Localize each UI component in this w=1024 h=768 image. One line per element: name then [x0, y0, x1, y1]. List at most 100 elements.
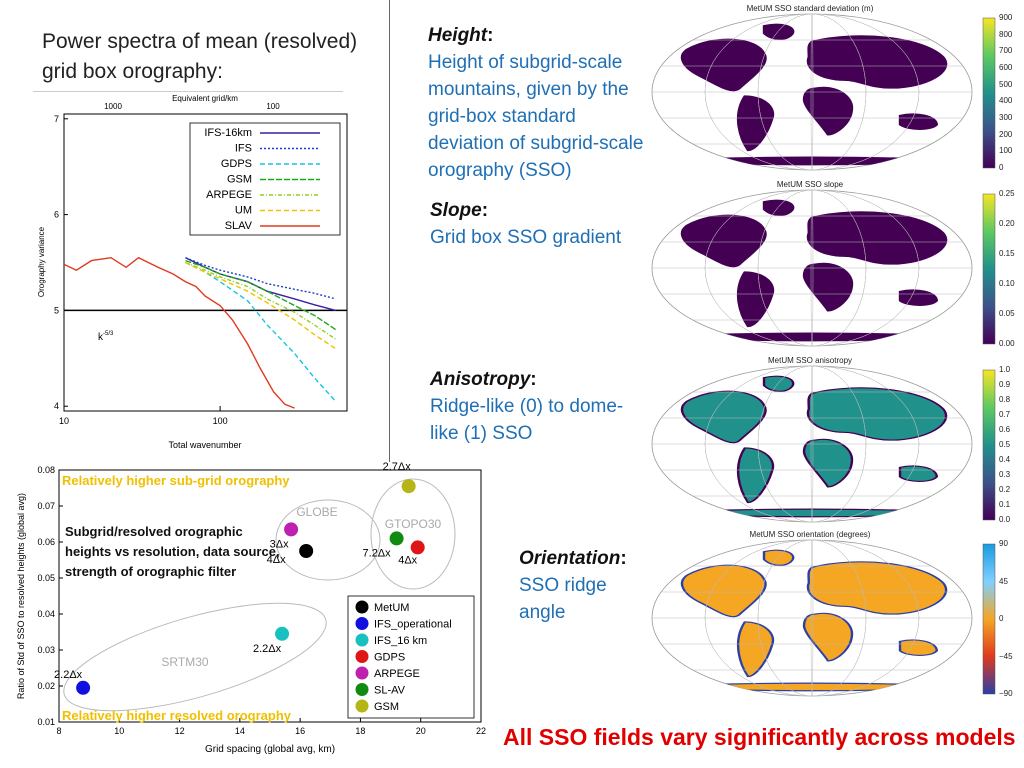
spectra-y-tick-label: 5 — [54, 305, 59, 315]
section-body: Height of subgrid-scale mountains, given… — [428, 52, 644, 181]
continent-shape — [762, 199, 795, 216]
map-colorbar-tick: 600 — [999, 63, 1013, 72]
continent-shape — [736, 447, 775, 504]
map-colorbar-tick: 0.0 — [999, 515, 1011, 524]
spectra-series-line — [185, 259, 337, 331]
spectra-series-line — [185, 261, 337, 340]
spectra-legend: IFS-16km IFS GDPS GSM ARPEGE UM SLAV — [189, 122, 341, 236]
continent-shape — [802, 612, 854, 662]
map-colorbar-tick: 0 — [999, 163, 1004, 172]
map-colorbar-tick: 0.5 — [999, 440, 1011, 449]
map-colorbar-tick: 0.25 — [999, 189, 1015, 198]
scatter-point-label: 2.2Δx — [253, 643, 282, 655]
continent-shape — [667, 156, 957, 166]
scatter-point-label: 4Δx — [267, 554, 286, 566]
scatter-y-label: Ratio of Std of SSO to resolved heights … — [16, 493, 26, 699]
scatter-point — [275, 626, 290, 641]
srtm30-group-ellipse — [63, 602, 327, 712]
scatter-point — [401, 479, 416, 494]
sso-map-panel: MetUM SSO slope 0.25 0.20 0.15 0.10 0.05 0.00 — [650, 180, 1024, 352]
section-heading: Slope — [430, 200, 482, 221]
section-height: Height: Height of subgrid-scale mountain… — [428, 22, 648, 184]
map-colorbar-tick: 0.1 — [999, 500, 1011, 509]
map-colorbar-tick: −90 — [999, 689, 1013, 698]
continent-shape — [806, 387, 948, 441]
map-colorbar-tick: 0.3 — [999, 470, 1011, 479]
continent-shape — [736, 621, 775, 678]
map-colorbar-tick: 90 — [999, 539, 1008, 548]
spectra-y-label: Orography variance — [37, 226, 46, 297]
continent-shape — [762, 375, 795, 392]
continent-shape — [762, 549, 795, 566]
sso-map-panel: MetUM SSO standard deviation (m) 900 800 70… — [650, 4, 1024, 176]
scatter-point-label: 3Δx — [270, 538, 289, 550]
map-colorbar-tick: 0.15 — [999, 249, 1015, 258]
scatter-y-tick-label: 0.06 — [37, 537, 55, 547]
spectra-y-tick-label: 7 — [54, 114, 59, 124]
spectra-y-tick-label: 6 — [54, 210, 59, 220]
map-colorbar-tick: 0.10 — [999, 279, 1015, 288]
spectra-series-lines — [63, 256, 337, 409]
map-colorbar-tick: 0.4 — [999, 455, 1011, 464]
map-title: MetUM SSO anisotropy — [767, 356, 853, 365]
map-colorbar-tick: 0 — [999, 614, 1004, 623]
scatter-x-tick-label: 14 — [235, 726, 245, 736]
scatter-x-tick-label: 22 — [476, 726, 486, 736]
map-graphic — [651, 365, 996, 523]
spectra-top-axis-label: Equivalent grid/km — [172, 94, 238, 103]
group-label-srtm30: SRTM30 — [161, 655, 208, 669]
continent-shape — [806, 211, 948, 265]
scatter-x-tick-label: 8 — [56, 726, 61, 736]
group-label-gtopo30: GTOPO30 — [385, 517, 442, 531]
map-colorbar — [982, 193, 996, 345]
section-body: SSO ridge angle — [519, 575, 607, 623]
map-colorbar-tick: 0.2 — [999, 485, 1011, 494]
scatter-legend-swatch — [355, 683, 369, 696]
scatter-point-label: 7.2Δx — [363, 547, 392, 559]
scatter-y-tick-label: 0.04 — [37, 609, 55, 619]
scatter-annotation: Subgrid/resolved orographic heights vs r… — [65, 524, 280, 579]
map-graphic — [651, 539, 996, 697]
scatter-point — [76, 680, 91, 695]
scatter-y-ticks: 0.01 0.02 0.03 0.04 0.05 0.06 0.07 0.08 — [37, 465, 63, 727]
map-graphic — [651, 13, 996, 171]
gtopo30-group-ellipse — [370, 478, 456, 590]
continent-shape — [680, 564, 767, 618]
scatter-legend-swatch — [355, 650, 369, 663]
scatter-legend: MetUM IFS_operational IFS_16 km GDPS ARPEGE S… — [347, 595, 475, 719]
scatter-point-label: 2.7Δx — [383, 462, 412, 473]
scatter-legend-label: ARPEGE — [374, 668, 420, 680]
continent-shape — [667, 508, 957, 518]
continent-shape — [667, 332, 957, 342]
section-anisotropy: Anisotropy: Ridge-like (0) to dome-like … — [430, 366, 650, 447]
map-colorbar — [982, 543, 996, 695]
scatter-legend-box — [347, 595, 475, 719]
continent-shape — [802, 86, 854, 136]
bottom-message: All SSO fields vary significantly across… — [503, 724, 1016, 750]
continent-shape — [806, 35, 948, 89]
scatter-legend-swatch — [355, 600, 369, 614]
section-slope: Slope: Grid box SSO gradient — [430, 197, 650, 251]
map-graphic — [651, 189, 996, 347]
scatter-x-label: Grid spacing (global avg, km) — [205, 744, 335, 755]
spectra-y-tick-label: 4 — [54, 401, 59, 411]
scatter-y-tick-label: 0.05 — [37, 573, 55, 583]
continent-shape — [680, 214, 767, 268]
scatter-x-tick-label: 20 — [416, 726, 426, 736]
map-colorbar-tick: 0.6 — [999, 425, 1011, 434]
scatter-legend-swatch — [355, 699, 369, 713]
scatter-x-ticks: 8 10 12 14 16 18 20 22 — [56, 718, 486, 736]
title-underline — [33, 91, 343, 92]
spectra-top-tick: 100 — [266, 102, 280, 111]
continent-shape — [802, 438, 854, 488]
scatter-legend-label: IFS_16 km — [374, 635, 427, 647]
section-orientation: Orientation: SSO ridge angle — [519, 545, 649, 626]
map-colorbar-tick: 400 — [999, 96, 1013, 106]
map-colorbar-tick: 0.9 — [999, 380, 1011, 389]
scatter-point — [410, 540, 425, 555]
spectra-legend-label: GSM — [227, 174, 252, 186]
scatter-legend-swatch — [355, 666, 369, 680]
map-colorbar-tick: 0.05 — [999, 309, 1015, 318]
scatter-point — [284, 522, 299, 537]
spectra-x-tick-label: 100 — [213, 416, 228, 426]
